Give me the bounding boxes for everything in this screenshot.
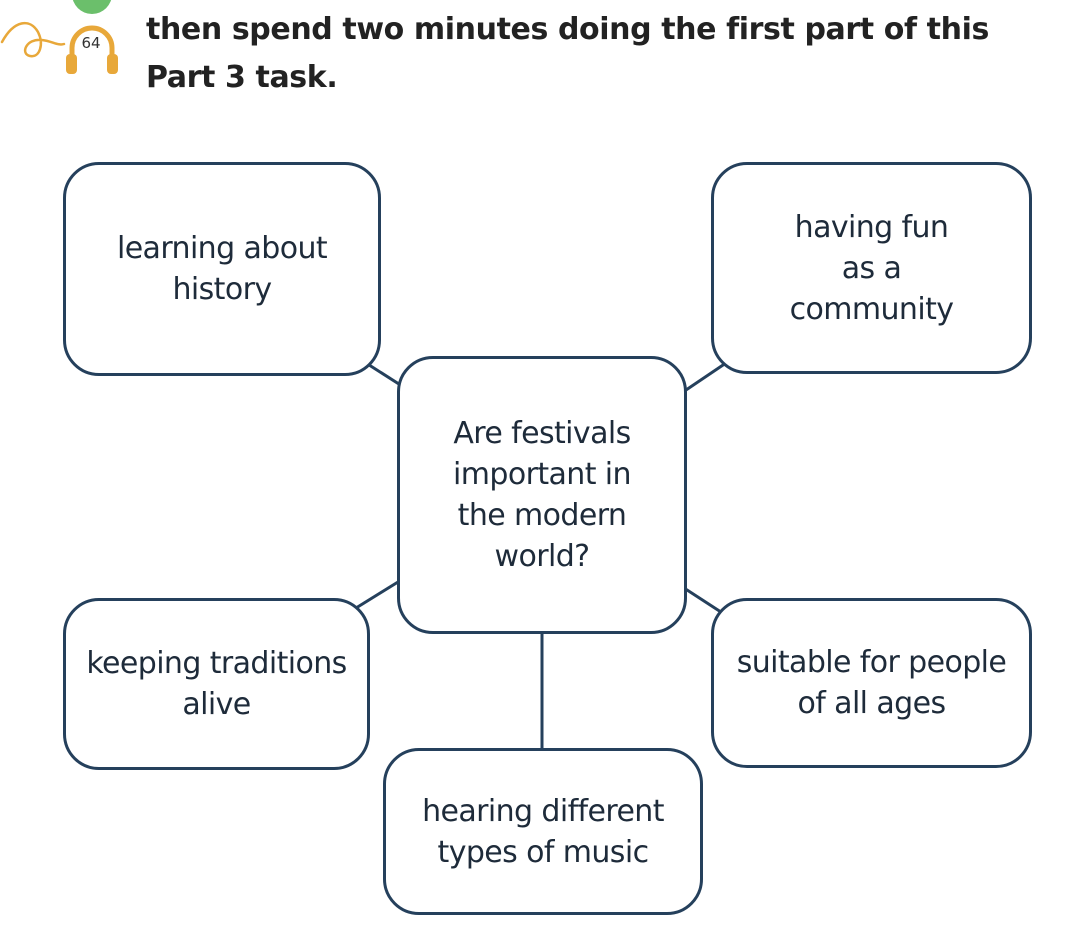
- prompt-box-all-ages: suitable for people of all ages: [711, 598, 1032, 768]
- connector-line: [685, 361, 727, 392]
- headphones-icon[interactable]: [0, 0, 130, 90]
- prompt-text: keeping traditions alive: [86, 646, 347, 722]
- center-question-box: Are festivals important in the modern wo…: [397, 356, 687, 634]
- prompt-box-traditions: keeping traditions alive: [63, 598, 370, 770]
- prompt-text: hearing different types of music: [422, 793, 664, 870]
- prompt-box-history: learning about history: [63, 162, 381, 376]
- prompt-box-community: having fun as a community: [711, 162, 1032, 374]
- prompt-text: suitable for people of all ages: [736, 645, 1007, 721]
- track-number: 64: [81, 34, 101, 52]
- instruction-text: then spend two minutes doing the first p…: [146, 12, 989, 95]
- center-question-text: Are festivals important in the modern wo…: [453, 416, 632, 574]
- prompt-text: having fun as a community: [789, 209, 954, 327]
- prompt-box-music: hearing different types of music: [383, 748, 703, 915]
- connector-line: [683, 586, 725, 616]
- connector-line: [355, 580, 399, 610]
- prompt-text: learning about history: [116, 231, 328, 307]
- header: 64 then spend two minutes doing the firs…: [0, 0, 1084, 110]
- connector-line: [365, 361, 403, 388]
